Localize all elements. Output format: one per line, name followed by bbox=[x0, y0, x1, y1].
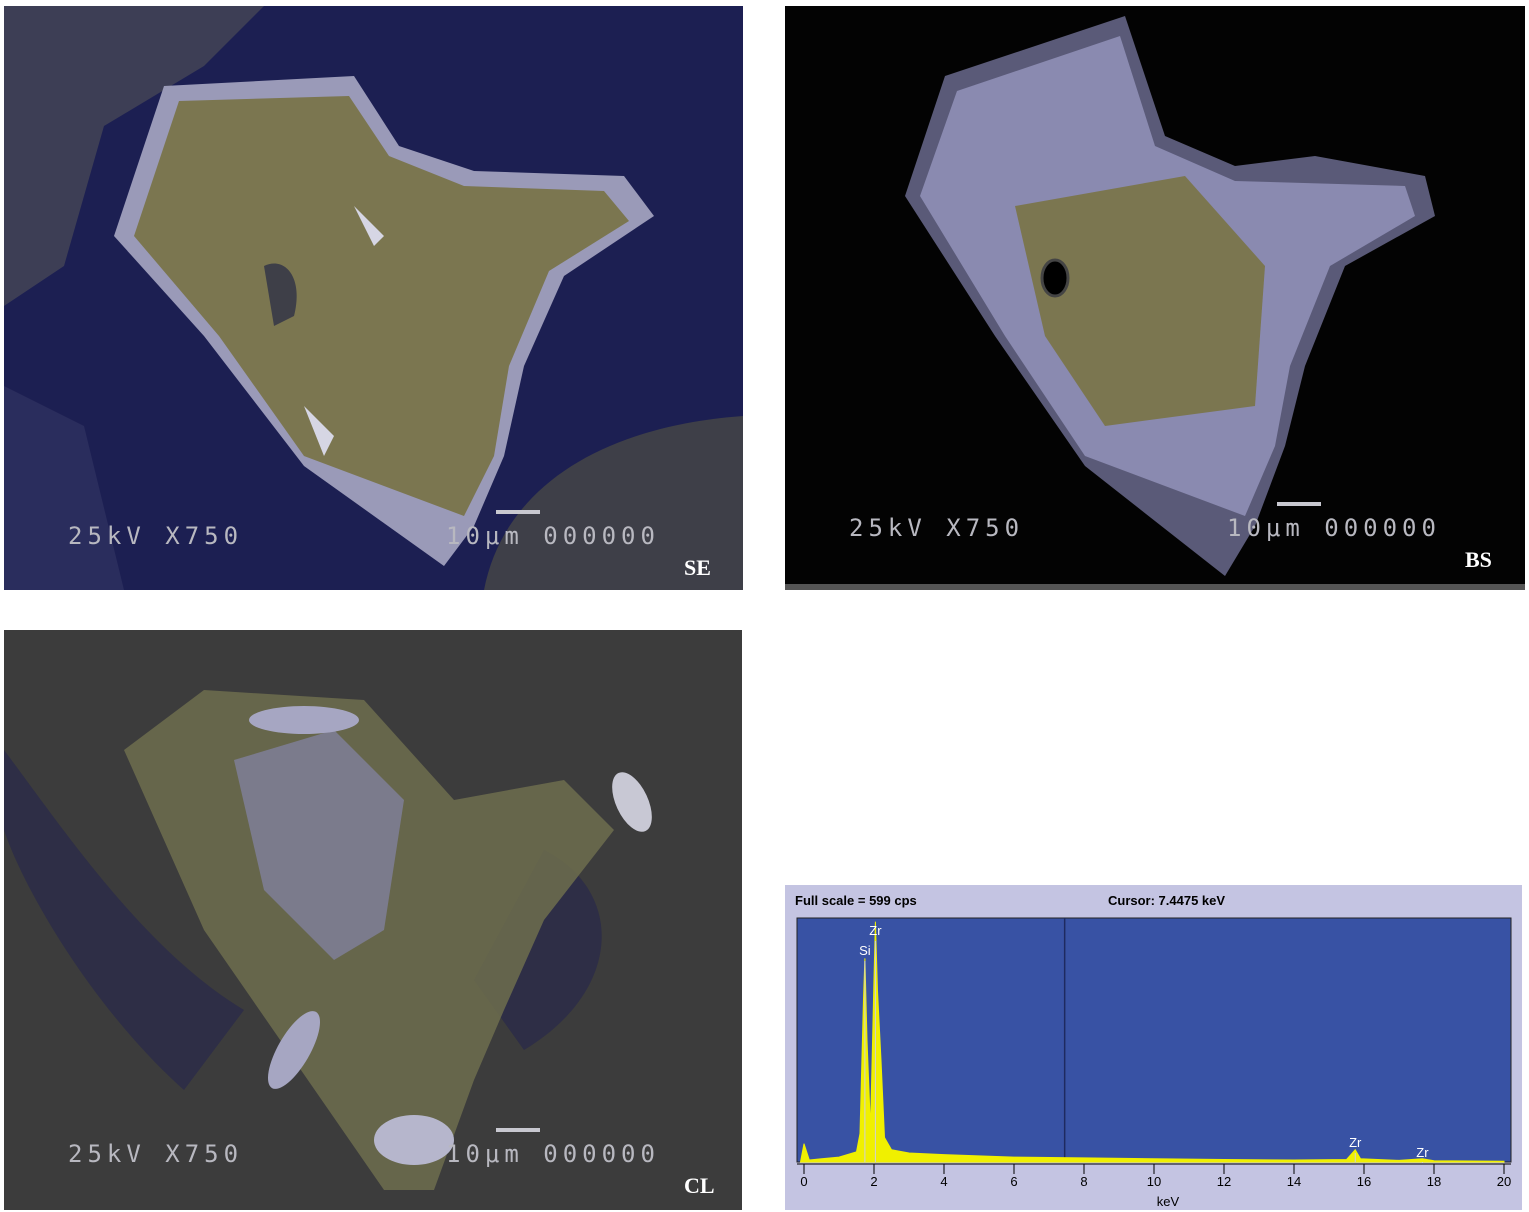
cl-image: 25kV X750 10μm 000000 CL bbox=[4, 630, 742, 1210]
peak-label: Si bbox=[859, 943, 871, 958]
peak-label: Zr bbox=[869, 923, 882, 938]
panel-label: SE bbox=[684, 555, 711, 580]
x-tick-label: 4 bbox=[940, 1174, 947, 1189]
x-axis-label: keV bbox=[1157, 1194, 1180, 1209]
x-tick-label: 16 bbox=[1357, 1174, 1371, 1189]
peak-label: Zr bbox=[1416, 1145, 1429, 1160]
x-tick-label: 18 bbox=[1427, 1174, 1441, 1189]
info-right: 10μm 000000 bbox=[1227, 514, 1441, 542]
panel-label: BS bbox=[1465, 547, 1492, 572]
x-tick-label: 10 bbox=[1147, 1174, 1161, 1189]
x-tick-label: 14 bbox=[1287, 1174, 1301, 1189]
se-image: 25kV X750 10μm 000000 SE bbox=[4, 6, 743, 590]
bs-image: 25kV X750 10μm 000000 BS bbox=[785, 6, 1525, 590]
info-right: 10μm 000000 bbox=[446, 522, 660, 550]
x-tick-label: 2 bbox=[870, 1174, 877, 1189]
x-tick-label: 8 bbox=[1080, 1174, 1087, 1189]
eds-spectrum: Full scale = 599 cps Cursor: 7.4475 keV … bbox=[785, 885, 1522, 1210]
spectrum-area bbox=[799, 921, 1505, 1163]
peak-label: Zr bbox=[1349, 1135, 1362, 1150]
info-left: 25kV X750 bbox=[849, 514, 1024, 542]
info-left: 25kV X750 bbox=[68, 522, 243, 550]
info-right: 10μm 000000 bbox=[446, 1140, 660, 1168]
info-left: 25kV X750 bbox=[68, 1140, 243, 1168]
cursor-readout: Cursor: 7.4475 keV bbox=[1108, 893, 1225, 908]
full-scale: Full scale = 599 cps bbox=[795, 893, 917, 908]
panel-label: CL bbox=[684, 1173, 715, 1198]
x-tick-label: 20 bbox=[1497, 1174, 1511, 1189]
x-tick-label: 12 bbox=[1217, 1174, 1231, 1189]
x-tick-label: 6 bbox=[1010, 1174, 1017, 1189]
x-tick-label: 0 bbox=[800, 1174, 807, 1189]
